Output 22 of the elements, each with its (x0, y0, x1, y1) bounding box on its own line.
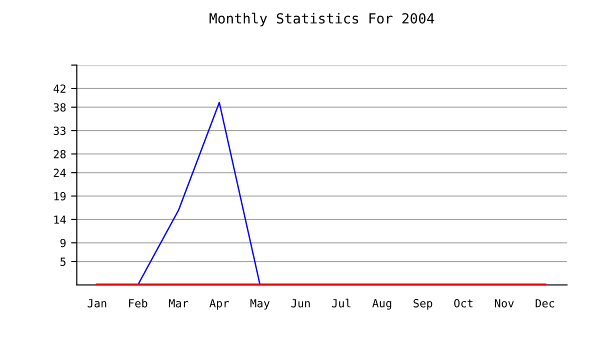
x-tick-label: May (250, 299, 270, 310)
x-tick-label: Jul (332, 298, 350, 308)
y-tick-label: 38 (54, 103, 66, 112)
y-tick-label: 9 (60, 238, 66, 248)
x-tick-label: Mar (169, 299, 188, 308)
x-tick-label: Nov (495, 299, 514, 308)
y-tick-label: 28 (54, 150, 66, 158)
x-tick-label: Sep (414, 299, 432, 310)
y-tick-label: 42 (54, 84, 66, 93)
chart-title: Monthly Statistics For 2004 (210, 12, 434, 26)
x-tick-label: Aug (372, 299, 392, 310)
y-tick-label: 19 (54, 192, 66, 200)
y-tick-label: 24 (54, 168, 66, 177)
y-tick-label: 14 (54, 216, 66, 224)
x-tick-label: Jun (291, 299, 310, 308)
x-tick-label: Oct (454, 299, 473, 308)
x-tick-label: Apr (209, 299, 229, 310)
y-tick-label: 33 (54, 126, 66, 135)
x-tick-label: Feb (129, 298, 148, 308)
y-tick-label: 5 (60, 258, 66, 266)
x-tick-label: Dec (536, 299, 554, 308)
x-tick-label: Jan (88, 299, 106, 308)
